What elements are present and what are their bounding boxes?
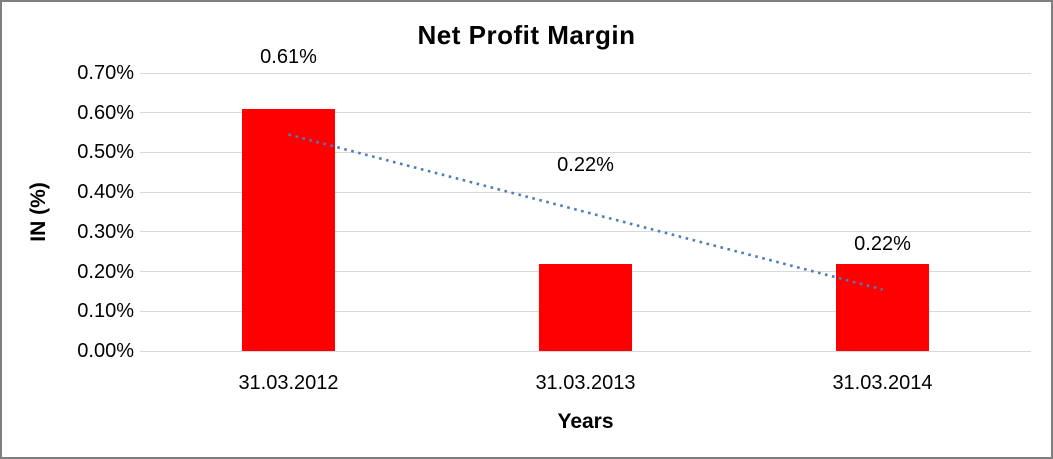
y-tick-label: 0.00%	[77, 340, 134, 362]
gridline	[140, 72, 1031, 74]
bar	[242, 108, 335, 351]
gridline	[140, 112, 1031, 114]
y-tick-label: 0.20%	[77, 260, 134, 283]
data-label: 0.22%	[854, 233, 911, 255]
y-tick-label: 0.10%	[77, 300, 134, 323]
y-tick-label: 0.40%	[77, 181, 134, 204]
x-axis-title: Years	[557, 410, 614, 433]
x-tick-label: 31.03.2012	[238, 372, 339, 394]
x-tick-label: 31.03.2014	[832, 372, 933, 394]
bar	[539, 263, 632, 351]
chart-title: Net Profit Margin	[417, 20, 636, 50]
y-tick-label: 0.60%	[77, 101, 134, 124]
y-tick-label: 0.50%	[77, 141, 134, 164]
x-tick-label: 31.03.2013	[535, 372, 636, 394]
gridline	[140, 350, 1031, 352]
data-label: 0.61%	[260, 46, 317, 68]
data-label: 0.22%	[557, 154, 614, 176]
bar	[836, 263, 929, 351]
y-tick-label: 0.70%	[77, 62, 134, 84]
y-tick-label: 0.30%	[77, 220, 134, 243]
